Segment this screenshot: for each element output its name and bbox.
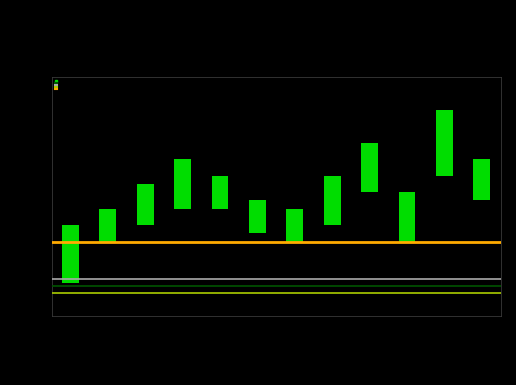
Bar (398, 192, 415, 242)
Bar (436, 110, 453, 176)
Legend: , , , , : , , , , (55, 80, 58, 89)
Bar (137, 184, 154, 225)
Bar (473, 159, 490, 201)
Bar (174, 159, 191, 209)
Bar (212, 176, 229, 209)
Bar (99, 209, 116, 242)
Bar (361, 143, 378, 192)
Bar (62, 225, 79, 283)
Bar (249, 201, 266, 233)
Bar (286, 209, 303, 242)
Bar (324, 176, 341, 225)
